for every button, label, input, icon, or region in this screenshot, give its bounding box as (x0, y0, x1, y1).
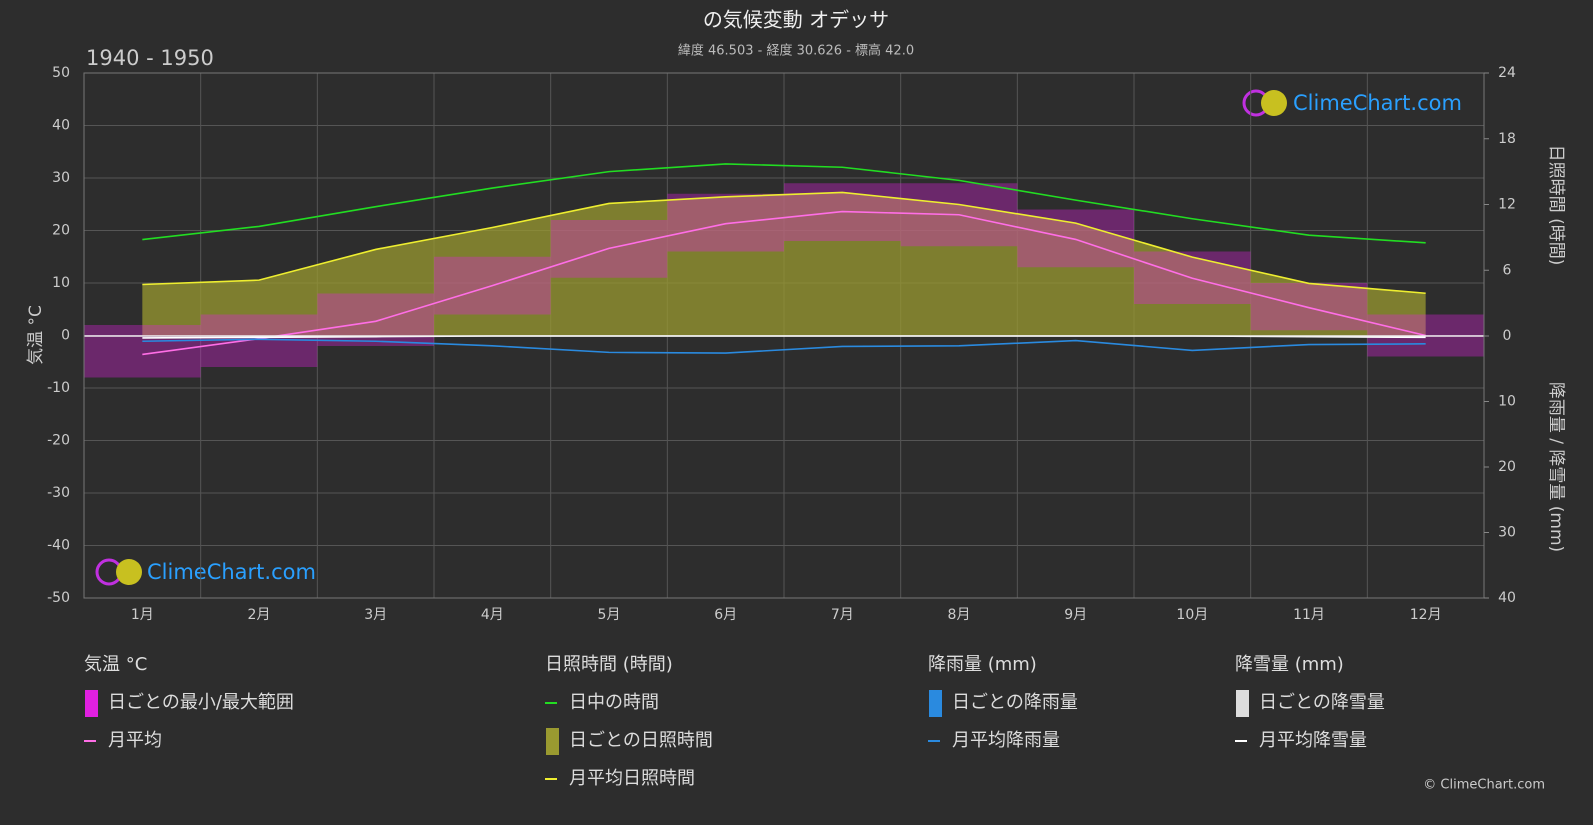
legend-label: 日ごとの最小/最大範囲 (108, 692, 294, 713)
series-line (142, 338, 1426, 354)
y3-tick-label: 30 (1498, 525, 1516, 541)
y3-tick-label: 10 (1498, 394, 1516, 410)
period: 1940 - 1950 (86, 46, 214, 70)
y-tick-label: 40 (52, 118, 70, 134)
y-tick-label: 30 (52, 170, 70, 186)
temp-range-bar (667, 193, 784, 252)
y-tick-label: -30 (47, 485, 70, 501)
y3-axis-title: 降雨量 / 降雪量 (mm) (1546, 382, 1566, 552)
temp-range-bar (200, 314, 318, 367)
legend-label: 月平均日照時間 (569, 768, 695, 789)
x-tick-label: 4月 (481, 607, 504, 623)
legend-label: 月平均降雨量 (952, 730, 1060, 751)
y2-axis-title: 日照時間 (時間) (1546, 145, 1566, 266)
logo-sun (116, 559, 142, 585)
y-tick-label: 20 (52, 223, 70, 239)
y2-tick-label: 18 (1498, 131, 1516, 147)
chart-title: の気候変動 オデッサ (703, 8, 889, 32)
temp-range-bar (1017, 209, 1134, 268)
watermark-text: ClimeChart.com (1293, 91, 1462, 115)
y-tick-label: -50 (47, 590, 70, 606)
sunshine-area (142, 192, 1426, 336)
legend-swatch (929, 690, 942, 717)
legend-label: 月平均 (108, 730, 162, 751)
x-tick-label: 6月 (714, 607, 737, 623)
legend-label: 日ごとの降雪量 (1259, 692, 1385, 713)
legend-swatch (546, 728, 559, 755)
legend-label: 日ごとの降雨量 (952, 692, 1078, 713)
x-tick-label: 11月 (1293, 607, 1325, 623)
x-tick-label: 12月 (1410, 607, 1442, 623)
y-tick-label: -10 (47, 380, 70, 396)
series-line (142, 163, 1426, 244)
y-tick-label: -40 (47, 538, 70, 554)
series-line (142, 210, 1426, 356)
y2-tick-label: 12 (1498, 197, 1516, 213)
watermark-top: ClimeChart.com (1242, 89, 1462, 117)
y2-tick-label: 0 (1503, 328, 1512, 344)
x-tick-label: 1月 (131, 607, 154, 623)
y2-tick-label: 24 (1498, 65, 1516, 81)
legend-label: 月平均降雪量 (1259, 730, 1367, 751)
temp-range-bar (1250, 283, 1368, 331)
watermark-bottom: ClimeChart.com (95, 558, 316, 586)
x-tick-label: 10月 (1176, 607, 1208, 623)
series-line (142, 191, 1426, 295)
legend-title: 気温 °C (84, 654, 147, 675)
legend-title: 日照時間 (時間) (545, 654, 673, 675)
logo-sun (1261, 90, 1287, 116)
x-tick-label: 2月 (248, 607, 271, 623)
y-tick-label: 50 (52, 65, 70, 81)
chart-subtitle: 緯度 46.503 - 経度 30.626 - 標高 42.0 (678, 43, 914, 59)
x-tick-label: 8月 (948, 607, 971, 623)
x-tick-label: 7月 (831, 607, 854, 623)
watermark-text: ClimeChart.com (147, 560, 316, 584)
copyright: © ClimeChart.com (1423, 778, 1545, 793)
y-tick-label: 0 (61, 328, 70, 344)
legend-title: 降雨量 (mm) (928, 654, 1037, 675)
plot-area (83, 72, 1485, 599)
x-tick-label: 9月 (1064, 607, 1087, 623)
x-tick-label: 3月 (364, 607, 387, 623)
legend-swatch (1236, 690, 1249, 717)
legend-swatch (85, 690, 98, 717)
y3-tick-label: 20 (1498, 459, 1516, 475)
y-tick-label: 10 (52, 275, 70, 291)
legend-label: 日中の時間 (569, 692, 659, 713)
legend-title: 降雪量 (mm) (1235, 654, 1344, 675)
y-tick-label: -20 (47, 433, 70, 449)
x-tick-label: 5月 (598, 607, 621, 623)
y3-tick-label: 40 (1498, 590, 1516, 606)
legend-label: 日ごとの日照時間 (569, 730, 713, 751)
temp-range-bar (317, 293, 434, 346)
y-axis-title: 気温 °C (26, 305, 46, 365)
y2-tick-label: 6 (1503, 262, 1512, 278)
temp-range-bar (84, 325, 201, 378)
